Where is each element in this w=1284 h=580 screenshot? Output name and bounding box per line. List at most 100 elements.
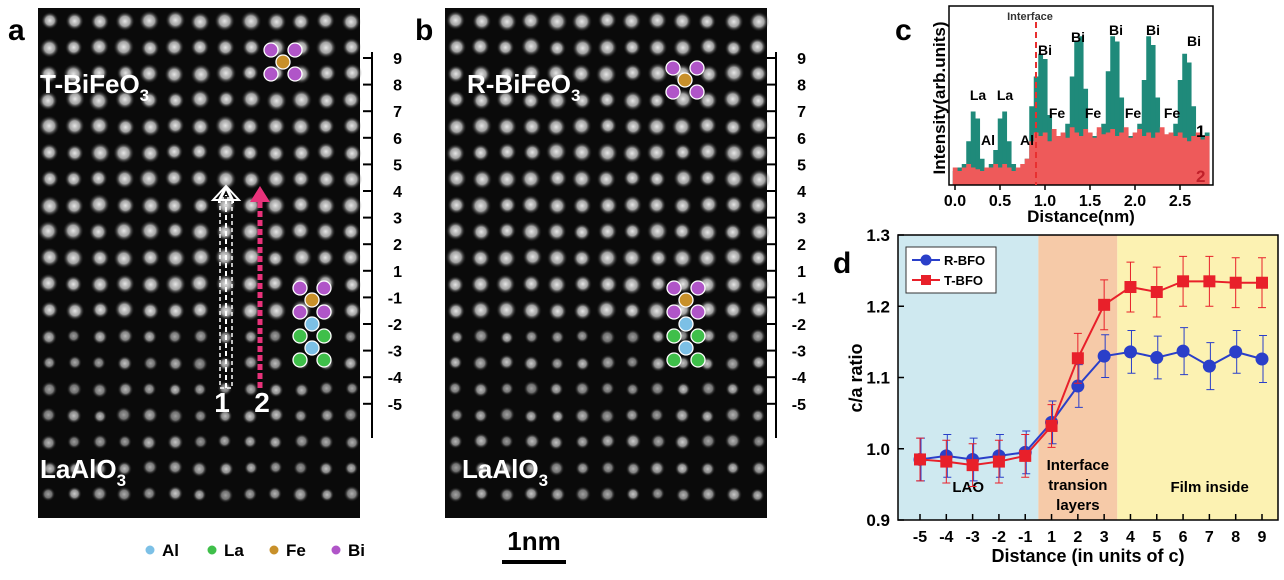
x-tick-label: 7 (1205, 529, 1214, 546)
atom-column (550, 356, 565, 371)
atom-column (521, 116, 542, 137)
atom-column (470, 274, 491, 295)
profile-bar (988, 167, 994, 185)
atom-column (90, 63, 109, 83)
atom-column (748, 64, 768, 84)
atom-column (167, 485, 184, 502)
profile-bar (1119, 132, 1125, 185)
atom-column (748, 11, 770, 33)
atom-column (190, 246, 212, 268)
profile-bar (1128, 137, 1134, 185)
atom-column (625, 354, 640, 370)
panel-letter: d (833, 247, 851, 280)
atom-column (648, 248, 669, 268)
atom-column (446, 275, 465, 294)
atom-column (448, 434, 463, 449)
annotation: Fe (1049, 105, 1066, 121)
marker (1124, 281, 1137, 294)
atom-column (116, 327, 134, 345)
atom-column (697, 141, 719, 162)
atom-column (64, 115, 85, 137)
atom-column (699, 36, 719, 57)
scale-label: 3 (797, 211, 806, 228)
atom-column (291, 143, 312, 163)
atom-column (697, 115, 718, 136)
atom-marker (292, 304, 308, 320)
atom-column (140, 195, 162, 217)
atom-column (575, 434, 590, 450)
atom-column (700, 380, 717, 397)
scale-label: 1 (393, 264, 402, 281)
atom-marker (678, 340, 694, 356)
atom-column (140, 116, 161, 138)
atom-column (545, 116, 567, 138)
profile-bar (1110, 129, 1116, 185)
atom-column (520, 220, 543, 243)
atom-column (117, 434, 132, 449)
atom-column (624, 432, 642, 450)
atom-column (66, 434, 82, 450)
atom-column (623, 168, 642, 188)
atom-column (698, 168, 717, 188)
profile-bar (1159, 127, 1165, 185)
atom-column (523, 485, 540, 502)
legend-box (905, 246, 997, 294)
profile-bar (979, 171, 985, 185)
legend-label: T-BFO (944, 273, 983, 288)
atom-column (64, 275, 83, 294)
scale-label: 5 (393, 157, 402, 174)
atom-column (265, 273, 285, 293)
profile-bar (1083, 129, 1089, 185)
atom-column (40, 169, 60, 189)
atom-column (599, 354, 617, 371)
profile-bar (1038, 136, 1044, 185)
atom-column (164, 9, 186, 31)
atom-column (748, 142, 769, 163)
profile-bar (961, 167, 967, 185)
marker (1150, 286, 1163, 298)
profile-bar (1141, 80, 1147, 185)
atom-column (447, 195, 466, 215)
profile-bar (1200, 139, 1206, 185)
atom-column (520, 194, 541, 215)
atom-column (625, 486, 641, 502)
atom-column (242, 486, 258, 502)
atom-column (749, 328, 767, 345)
atom-marker (263, 66, 279, 82)
atom-column (471, 90, 492, 111)
x-tick-label: 6 (1179, 529, 1188, 546)
atom-column (523, 380, 540, 397)
atom-column (315, 195, 336, 217)
scale-label: -1 (388, 290, 402, 307)
atom-column (244, 460, 259, 475)
atom-column (648, 460, 666, 477)
atom-column (243, 329, 259, 345)
substrate-label-text: LaAlO (462, 454, 539, 484)
atom-column (318, 434, 334, 450)
profile-bar (1114, 41, 1120, 185)
atom-column (66, 381, 83, 398)
atom-column (646, 220, 669, 243)
atom-column (341, 89, 361, 110)
profile-bar (1060, 132, 1066, 185)
atom-column (65, 11, 85, 31)
atom-column (265, 300, 288, 322)
substrate-label-sub: 3 (117, 471, 126, 490)
profile-bar (1078, 136, 1084, 185)
atom-column (445, 10, 466, 31)
atom-column (598, 274, 619, 295)
atom-column (621, 10, 642, 32)
atom-column (471, 143, 490, 162)
atom-column (471, 354, 489, 372)
film-label: R-BiFeO3 (467, 69, 580, 105)
scale-label: 1 (797, 264, 806, 281)
atom-column (749, 248, 768, 268)
atom-column (39, 37, 60, 59)
marker (1177, 275, 1190, 288)
atom-column (646, 116, 668, 138)
atom-column (164, 37, 185, 58)
atom-column (700, 461, 716, 477)
atom-column (42, 355, 57, 370)
scale-label: -5 (792, 397, 806, 414)
atom-column (748, 299, 769, 320)
